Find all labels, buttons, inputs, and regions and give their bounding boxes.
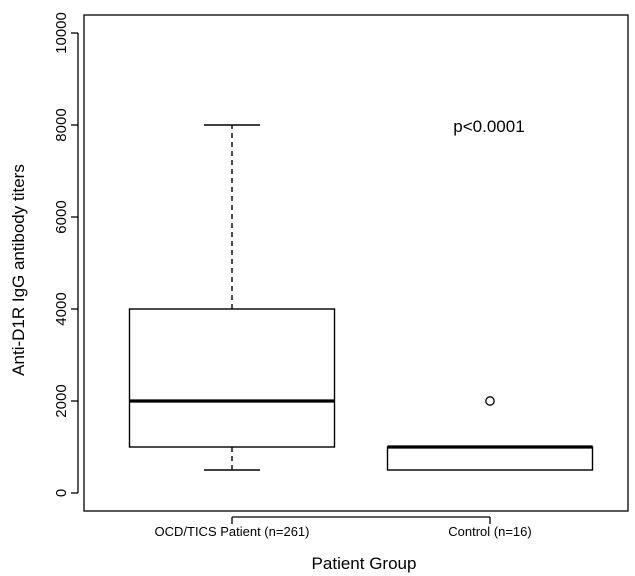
x-axis: OCD/TICS Patient (n=261) Control (n=16): [155, 516, 532, 539]
p-value-annotation: p<0.0001: [453, 117, 524, 136]
y-tick-label: 2000: [53, 384, 70, 417]
y-tick-label: 0: [53, 489, 70, 497]
y-axis: 0 2000 4000 6000 8000 10000: [53, 12, 79, 497]
box-series: [128, 124, 594, 471]
outlier-point: [485, 396, 495, 406]
box-group: [128, 124, 336, 471]
y-tick-label: 8000: [53, 108, 70, 141]
y-tick-label: 10000: [53, 12, 70, 54]
x-tick-label: Control (n=16): [448, 524, 531, 539]
x-axis-label: Patient Group: [312, 554, 417, 573]
iqr-box: [128, 308, 336, 448]
y-tick-label: 6000: [53, 200, 70, 233]
box-group: [386, 396, 594, 471]
y-axis-label: Anti-D1R IgG antibody titers: [9, 164, 28, 376]
y-tick-label: 4000: [53, 292, 70, 325]
iqr-box: [386, 446, 594, 471]
x-tick-label: OCD/TICS Patient (n=261): [155, 524, 310, 539]
plot-frame: [83, 14, 629, 512]
